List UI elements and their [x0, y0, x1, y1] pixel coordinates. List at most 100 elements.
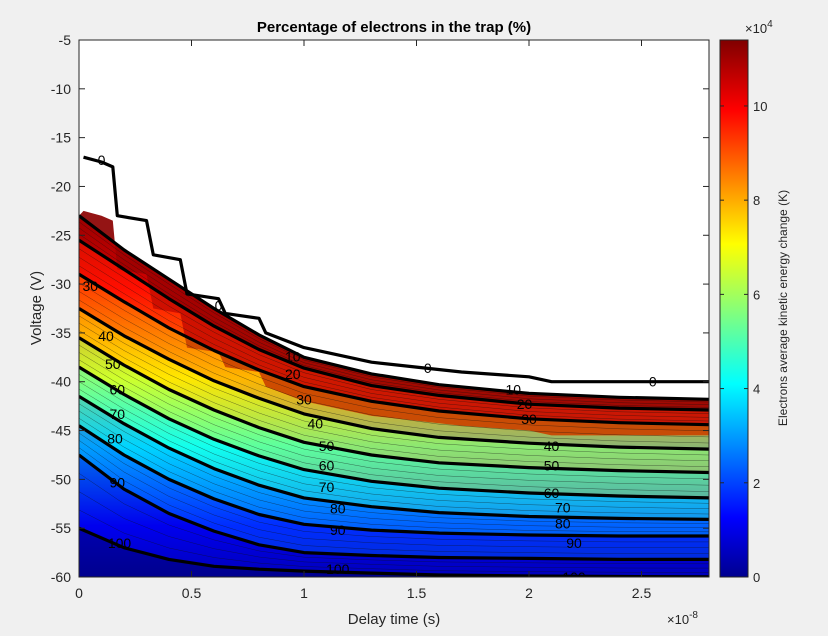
- colorbar-tick-label: 0: [753, 570, 760, 585]
- y-tick-label: -25: [51, 227, 71, 243]
- colorbar-tick-label: 10: [753, 99, 767, 114]
- x-tick-label: 2: [525, 585, 533, 601]
- contour-band: [79, 215, 709, 410]
- contour-band: [79, 367, 709, 520]
- thin-contour: [79, 374, 709, 504]
- thin-contour-lines: [79, 221, 709, 573]
- y-tick-label: -45: [51, 423, 71, 439]
- contour-label: 30: [296, 391, 312, 407]
- contour-label: 30: [82, 278, 98, 294]
- colorbar-multiplier-exponent: 4: [767, 19, 773, 30]
- y-tick-label: -10: [51, 81, 71, 97]
- thin-contour: [79, 344, 709, 480]
- contour-label: 60: [544, 485, 560, 501]
- contour-label: 100: [562, 569, 586, 585]
- x-tick-label: 1.5: [407, 585, 427, 601]
- x-multiplier-base: ×10: [667, 612, 689, 627]
- thin-contour: [79, 322, 709, 462]
- x-tick-label: 2.5: [632, 585, 652, 601]
- contour-fill: [79, 210, 709, 577]
- contour-label: 100: [326, 561, 350, 577]
- colorbar-tick-label: 2: [753, 476, 760, 491]
- contour-band: [79, 425, 709, 560]
- colorbar-multiplier: ×104: [745, 19, 773, 36]
- colorbar-tick-label: 6: [753, 287, 760, 302]
- thin-contour: [79, 291, 709, 438]
- thin-contour: [79, 299, 709, 444]
- contour-label: 0: [215, 298, 223, 314]
- y-axis-label: Voltage (V): [28, 271, 45, 345]
- thin-contour: [79, 432, 709, 543]
- contour-label: 90: [566, 535, 582, 551]
- colorbar-tick-label: 8: [753, 193, 760, 208]
- thin-contour: [79, 447, 709, 554]
- y-tick-label: -15: [51, 130, 71, 146]
- contour-label: 30: [521, 411, 537, 427]
- x-axis-ticks: 0 0.5 1 1.5 2 2.5: [75, 40, 651, 601]
- contour-label: 20: [285, 366, 301, 382]
- colorbar-ticks: 0 2 4 6 8 10: [720, 99, 767, 585]
- thin-contour: [79, 265, 709, 422]
- contour-label: 40: [307, 416, 323, 432]
- contour-label: 50: [544, 458, 560, 474]
- x-tick-label: 0.5: [182, 585, 202, 601]
- contour-label: 40: [544, 438, 560, 454]
- x-axis-label: Delay time (s): [348, 611, 441, 628]
- contour-line: [79, 214, 709, 401]
- contour-line: [79, 238, 709, 412]
- contour-band: [79, 396, 709, 536]
- contour-label: 0: [98, 152, 106, 168]
- contour-line: [79, 365, 709, 500]
- contour-line: [79, 395, 709, 521]
- contour-label: 50: [319, 438, 335, 454]
- thin-contour: [79, 256, 709, 418]
- contour-label: 0: [649, 374, 657, 390]
- labeled-contour-lines: 0000101020203030304040405050506060607070…: [79, 152, 709, 585]
- thin-contour: [79, 330, 709, 467]
- y-tick-label: -20: [51, 178, 71, 194]
- contour-label: 70: [319, 479, 335, 495]
- contour-line: [79, 307, 709, 451]
- colorbar-label: Electrons average kinetic energy change …: [776, 190, 790, 426]
- contour-label: 60: [319, 458, 335, 474]
- y-tick-label: -60: [51, 569, 71, 585]
- x-tick-label: 0: [75, 585, 83, 601]
- thin-contour: [79, 359, 709, 492]
- contour-label: 80: [555, 515, 571, 531]
- contour-band: [79, 528, 709, 577]
- y-tick-label: -55: [51, 520, 71, 536]
- y-tick-label: -40: [51, 374, 71, 390]
- thin-contour: [79, 440, 709, 548]
- contour-label: 50: [105, 356, 121, 372]
- y-tick-label: -5: [59, 32, 72, 48]
- thin-contour: [79, 509, 709, 573]
- thin-contour: [79, 248, 709, 414]
- thin-contour: [79, 315, 709, 456]
- contour-line: [79, 453, 709, 561]
- thin-contour: [79, 282, 709, 432]
- contour-label: 90: [330, 522, 346, 538]
- thin-contour: [79, 473, 709, 565]
- colorbar: [719, 39, 749, 578]
- thin-contour: [79, 221, 709, 403]
- contour-label: 100: [108, 535, 132, 551]
- contour-band: [79, 308, 709, 473]
- thin-contour: [79, 403, 709, 524]
- contour-band: [79, 337, 709, 498]
- contour-line: [79, 336, 709, 475]
- contour-label: 90: [109, 474, 125, 490]
- thin-contour: [79, 381, 709, 509]
- x-tick-label: 1: [300, 585, 308, 601]
- x-multiplier-exponent: -8: [689, 610, 698, 621]
- thin-contour: [79, 227, 709, 405]
- contour-label: 60: [109, 382, 125, 398]
- thin-contour: [79, 491, 709, 569]
- contour-line: [79, 424, 709, 538]
- thin-contour: [79, 233, 709, 408]
- contour-label: 80: [107, 430, 123, 446]
- thin-contour: [79, 410, 709, 528]
- contour-band: [79, 455, 709, 577]
- thin-contour: [79, 388, 709, 515]
- contour-label: 0: [424, 360, 432, 376]
- y-tick-label: -35: [51, 325, 71, 341]
